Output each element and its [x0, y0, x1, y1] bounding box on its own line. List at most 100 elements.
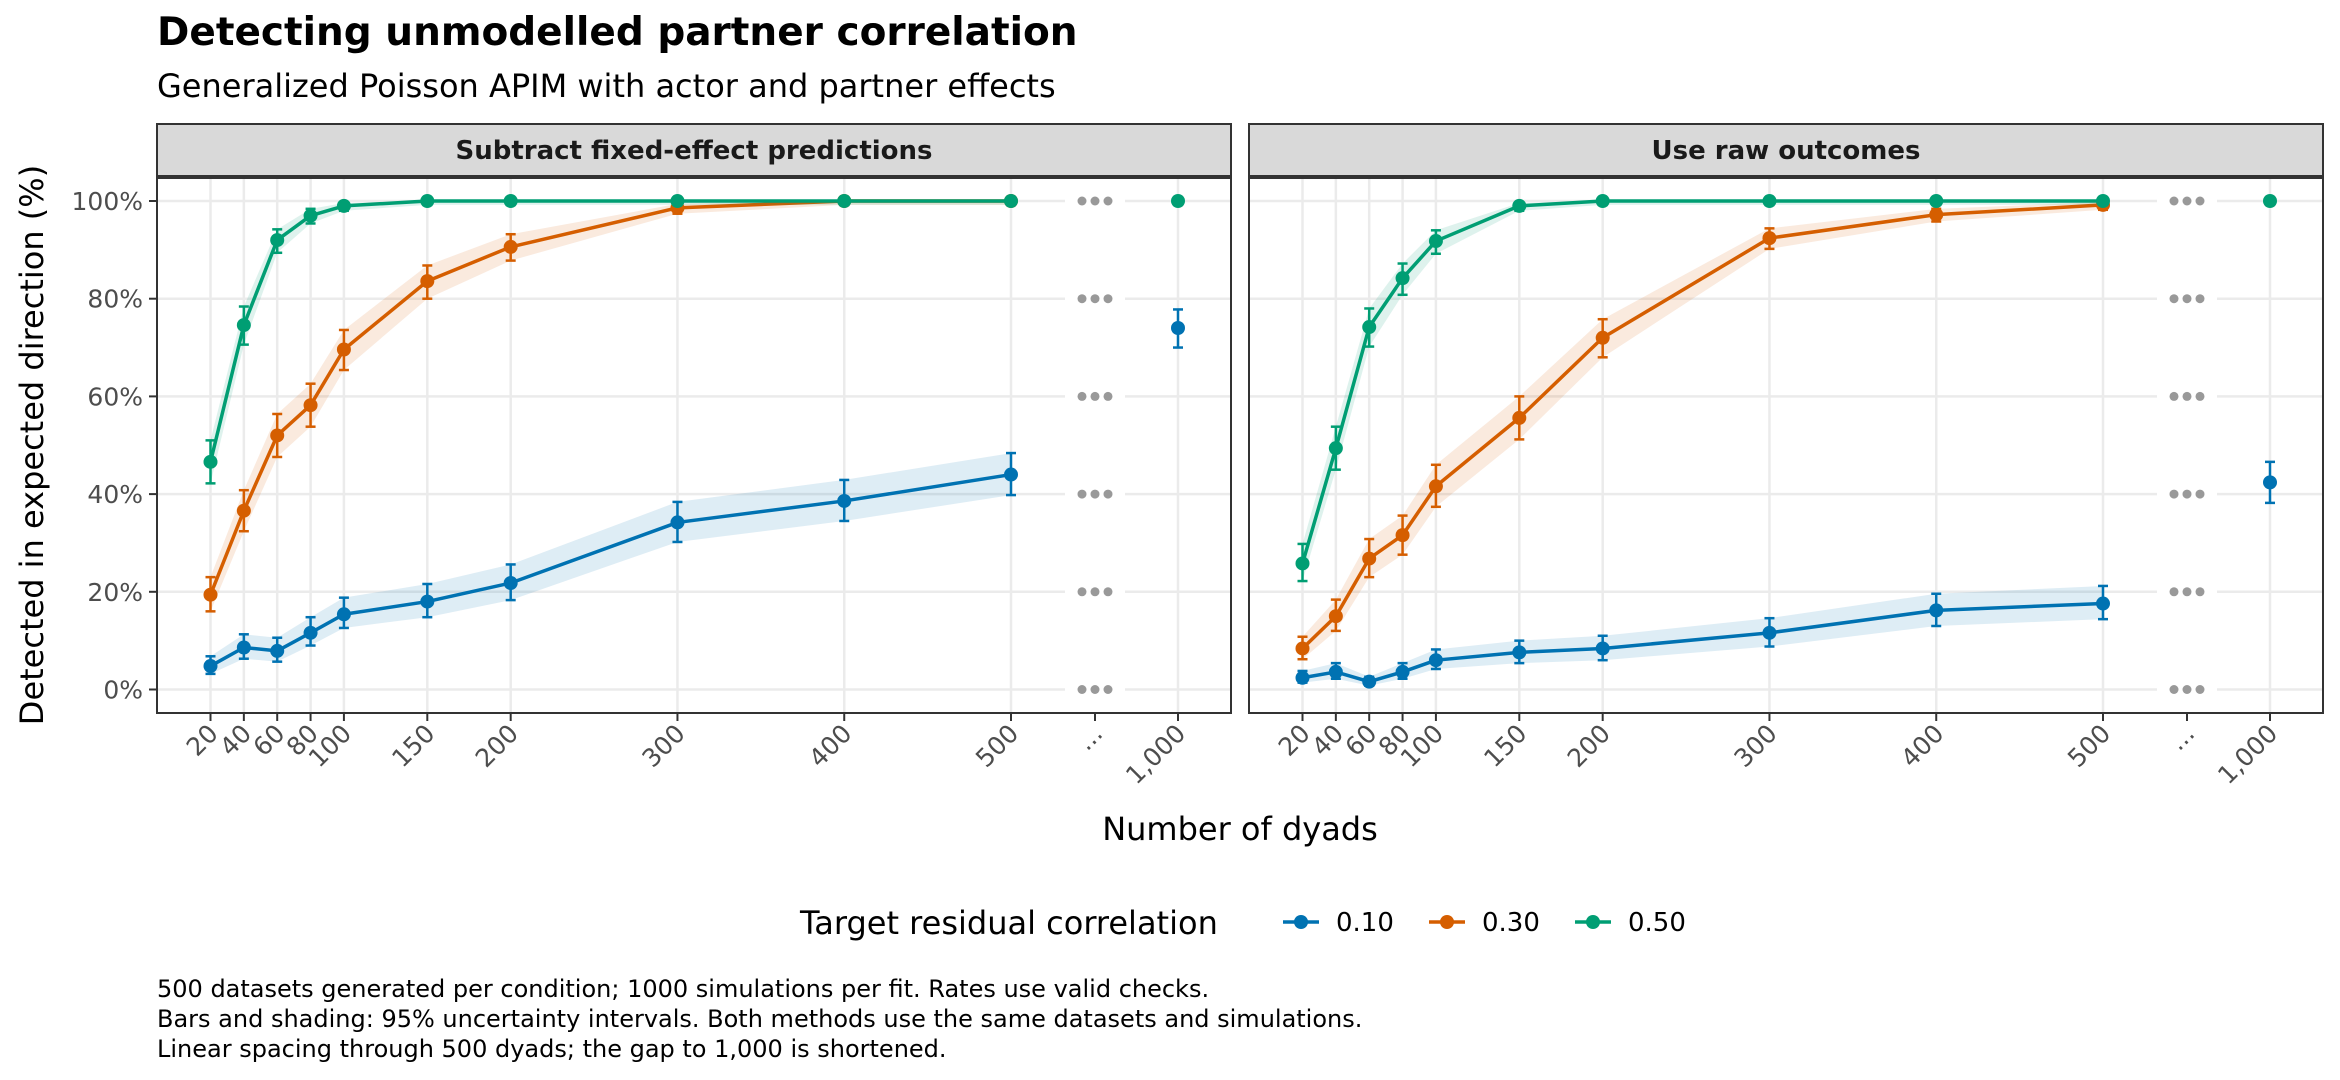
data-point [236, 503, 251, 518]
gap-dot [1103, 587, 1113, 597]
data-point [1328, 441, 1343, 456]
gap-dot [1103, 489, 1113, 499]
data-point [2096, 596, 2110, 611]
x-tick-label: 200 [470, 719, 524, 773]
data-point [1762, 625, 1777, 640]
panel-strip [1248, 123, 2324, 177]
legend-key-point [1586, 915, 1600, 929]
gap-dot [1090, 489, 1100, 499]
legend-item-0.50: 0.50 [1575, 908, 1686, 938]
gap-dot [1090, 294, 1100, 304]
gap-dot [2195, 489, 2205, 499]
ci-ribbon [1302, 585, 2103, 686]
data-point [303, 625, 318, 640]
caption: 500 datasets generated per condition; 10… [157, 975, 1362, 1063]
data-point [203, 587, 218, 602]
data-point [1395, 271, 1410, 286]
legend-keys: 0.10 0.30 0.50 [1283, 908, 1686, 938]
data-point [236, 318, 251, 333]
gap-dot [2169, 391, 2179, 401]
data-point [1328, 664, 1343, 679]
y-tick-label: 20% [87, 578, 143, 607]
gap-dot [2182, 685, 2192, 694]
data-point [1004, 467, 1018, 482]
data-point [420, 194, 435, 208]
gap-dot [2195, 587, 2205, 597]
data-point [336, 342, 351, 357]
series-line [1300, 199, 2103, 564]
data-point [270, 233, 285, 248]
gap-dot [2195, 391, 2205, 401]
panels: Subtract fixed-effect predictions2040608… [72, 123, 2324, 790]
data-point [503, 239, 518, 254]
gap-dot [2182, 196, 2192, 206]
panel-background [1249, 178, 2323, 713]
data-point [2263, 475, 2277, 490]
gap-dot [2169, 685, 2179, 694]
x-tick-label: ... [1071, 719, 1108, 756]
data-point [1428, 234, 1443, 249]
gap-dot [2195, 196, 2205, 206]
data-point [1595, 330, 1610, 345]
data-point [1395, 664, 1410, 679]
gap-dot [2195, 685, 2205, 694]
x-tick-label: 200 [1562, 719, 1616, 773]
x-tick-label: 300 [636, 719, 690, 773]
gap-dot [1103, 294, 1113, 304]
gap-dot [2169, 196, 2179, 206]
panel-strip-label: Use raw outcomes [1652, 136, 1921, 166]
panel-strip-label: Subtract fixed-effect predictions [455, 136, 932, 166]
data-point [303, 208, 318, 223]
x-tick-label: 400 [803, 719, 857, 773]
gap-dot [1103, 196, 1113, 206]
y-tick-label: 60% [87, 382, 143, 411]
legend-label: 0.10 [1336, 908, 1394, 938]
series-line [208, 199, 1011, 596]
y-axis-title: Detected in expected direction (%) [13, 165, 51, 725]
legend-item-0.10: 0.10 [1283, 908, 1394, 938]
y-tick-label: 80% [87, 285, 143, 314]
gap-dot [1077, 196, 1087, 206]
data-point [1929, 603, 1944, 618]
data-point [270, 643, 285, 658]
legend-label: 0.50 [1628, 908, 1686, 938]
y-tick-label: 100% [72, 187, 143, 216]
data-point [2263, 194, 2277, 208]
gap-dot [2169, 587, 2179, 597]
x-tick-label: 300 [1728, 719, 1782, 773]
y-axis: 0% 20% 40% 60% 80% 100% [72, 187, 157, 705]
x-axis-title: Number of dyads [1102, 810, 1378, 848]
data-point [1295, 641, 1310, 656]
data-point [1362, 320, 1377, 335]
series-line [1302, 601, 2104, 684]
panel-strip [156, 123, 1232, 177]
data-point [1762, 194, 1777, 208]
gap-dot [2182, 587, 2192, 597]
data-point [1362, 551, 1377, 566]
data-point [336, 607, 351, 622]
data-point [1762, 231, 1777, 246]
gap-dot [2169, 294, 2179, 304]
caption-line-2: Bars and shading: 95% uncertainty interv… [157, 1005, 1362, 1033]
gap-dot [1103, 391, 1113, 401]
data-point [1512, 410, 1527, 425]
caption-line-1: 500 datasets generated per condition; 10… [157, 975, 1209, 1003]
x-tick-label: 1,000 [1120, 719, 1191, 790]
x-tick-label: 1,000 [2212, 719, 2283, 790]
x-tick-label: 150 [386, 719, 440, 773]
data-point [336, 198, 351, 213]
ci-ribbon [210, 453, 1011, 674]
series-line [209, 472, 1012, 668]
series-line [1301, 203, 2104, 650]
data-point [203, 659, 218, 674]
data-point [2096, 194, 2110, 208]
data-point [1595, 194, 1610, 208]
data-point [1929, 194, 1944, 208]
gap-dot [2195, 294, 2205, 304]
gap-dot [1077, 294, 1087, 304]
gap-markers [2169, 196, 2205, 694]
panel-border [1248, 177, 2324, 714]
